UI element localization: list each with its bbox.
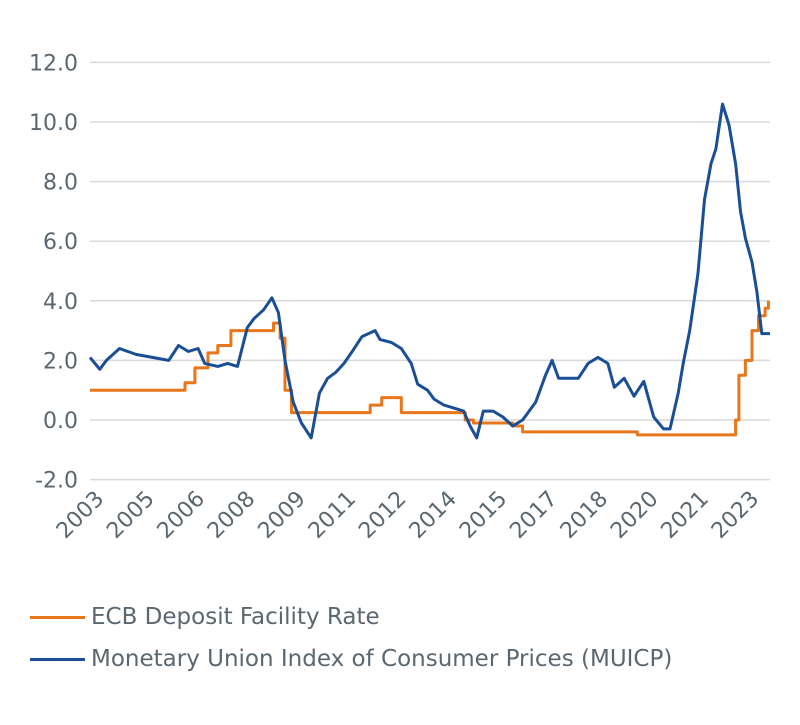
x-tick-label: 2006 bbox=[153, 487, 210, 544]
x-tick-label: 2017 bbox=[505, 487, 562, 544]
x-tick-label: 2012 bbox=[354, 487, 411, 544]
y-tick-label: 12.0 bbox=[29, 51, 78, 76]
x-tick-label: 2003 bbox=[52, 487, 109, 544]
x-tick-label: 2018 bbox=[556, 487, 613, 544]
legend-label-muicp: Monetary Union Index of Consumer Prices … bbox=[91, 646, 673, 672]
series-line-muicp bbox=[88, 102, 770, 440]
series-lines bbox=[88, 102, 770, 440]
legend-swatch-ecb bbox=[30, 615, 85, 619]
y-tick-label: -2.0 bbox=[35, 469, 78, 494]
y-tick-label: 6.0 bbox=[43, 230, 78, 255]
x-tick-label: 2021 bbox=[657, 487, 714, 544]
x-axis-ticks: 2003200520062008200920112012201420152017… bbox=[52, 487, 764, 544]
legend-item-muicp: Monetary Union Index of Consumer Prices … bbox=[30, 646, 672, 672]
y-tick-label: 2.0 bbox=[43, 349, 78, 374]
x-tick-label: 2020 bbox=[606, 487, 663, 544]
y-tick-label: 8.0 bbox=[43, 171, 78, 196]
y-tick-label: 10.0 bbox=[29, 111, 78, 136]
y-tick-label: 0.0 bbox=[43, 409, 78, 434]
x-tick-label: 2015 bbox=[455, 487, 512, 544]
y-axis-ticks: -2.0 0.0 2.0 4.0 6.0 8.0 10.0 12.0 bbox=[29, 51, 78, 493]
x-tick-label: 2011 bbox=[304, 487, 361, 544]
x-tick-label: 2005 bbox=[102, 487, 159, 544]
x-tick-label: 2014 bbox=[405, 487, 462, 544]
series-line-ecb bbox=[90, 300, 770, 437]
legend-swatch-muicp bbox=[30, 657, 85, 661]
y-tick-label: 4.0 bbox=[43, 290, 78, 315]
x-tick-label: 2008 bbox=[203, 487, 260, 544]
legend-label-ecb: ECB Deposit Facility Rate bbox=[91, 604, 380, 630]
line-chart: -2.0 0.0 2.0 4.0 6.0 8.0 10.0 12.0 200320052006… bbox=[29, 51, 770, 544]
legend-item-ecb: ECB Deposit Facility Rate bbox=[30, 604, 380, 630]
x-tick-label: 2023 bbox=[707, 487, 764, 544]
x-tick-label: 2009 bbox=[254, 487, 311, 544]
gridlines bbox=[90, 61, 770, 481]
